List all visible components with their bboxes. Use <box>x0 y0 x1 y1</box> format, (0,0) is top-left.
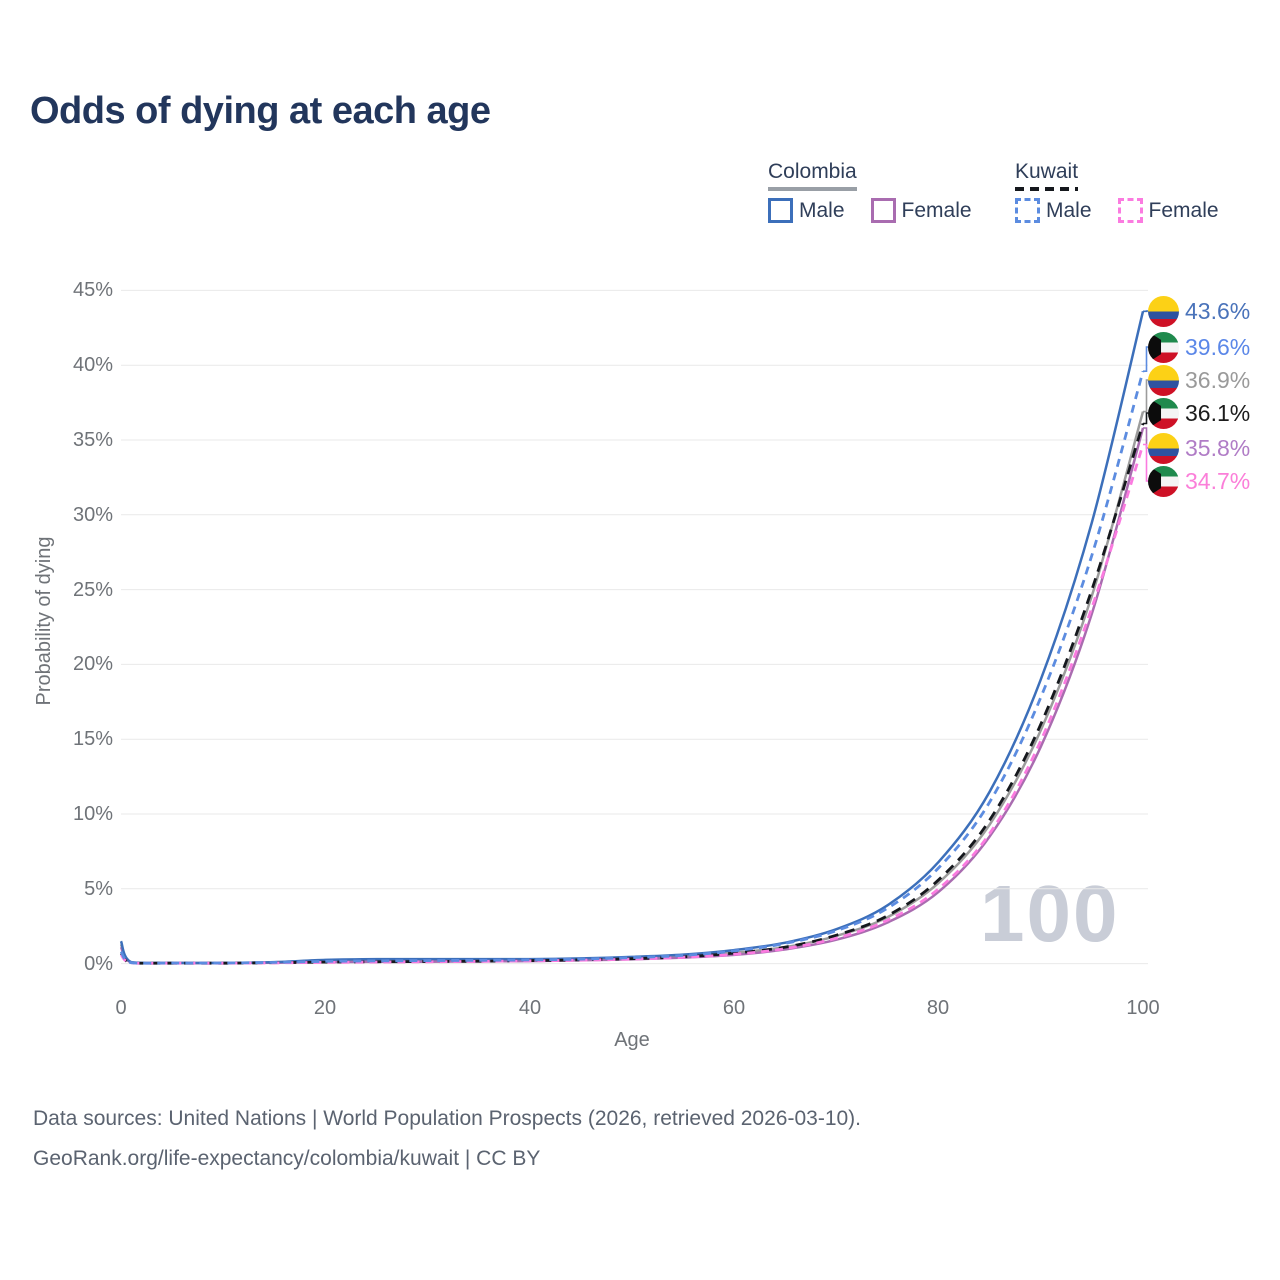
x-axis-tick: 20 <box>313 997 337 1019</box>
x-axis-tick: 40 <box>518 997 542 1019</box>
legend-item-kuwait-female[interactable]: Female <box>1117 198 1219 223</box>
colombia-flag-icon <box>1148 432 1179 464</box>
x-axis-tick: 0 <box>115 997 127 1019</box>
kuwait-flag-icon <box>1148 465 1179 497</box>
kuwait-flag-icon <box>1148 331 1179 363</box>
series-end-label-colombia-all: 36.9% <box>1148 363 1250 397</box>
y-axis-tick: 20% <box>72 653 113 675</box>
series-end-label-colombia-female: 35.8% <box>1148 431 1250 465</box>
end-value: 43.6% <box>1185 297 1251 324</box>
y-axis-title: Probability of dying <box>33 536 55 706</box>
y-axis-tick: 10% <box>72 803 113 825</box>
colombia-male-swatch-icon <box>768 198 793 223</box>
data-sources-note: Data sources: United Nations | World Pop… <box>33 1107 862 1130</box>
kuwait-flag-icon <box>1148 397 1179 429</box>
end-value: 36.1% <box>1185 399 1251 426</box>
legend-kuwait-items: Male Female <box>1015 198 1219 223</box>
y-axis-tick: 30% <box>72 504 113 526</box>
colombia-female-swatch-icon <box>870 198 896 223</box>
legend-item-colombia-female[interactable]: Female <box>870 198 972 223</box>
legend-group-kuwait-label: Kuwait <box>1015 160 1079 183</box>
y-axis-tick: 45% <box>72 279 113 301</box>
legend-item-colombia-male[interactable]: Male <box>768 198 845 223</box>
kuwait-male-swatch-icon <box>1015 198 1040 223</box>
attribution-note: GeoRank.org/life-expectancy/colombia/kuw… <box>33 1147 541 1170</box>
legend-item-kuwait-male[interactable]: Male <box>1015 198 1092 223</box>
y-axis-tick: 0% <box>84 953 113 975</box>
end-value: 35.8% <box>1185 434 1251 461</box>
legend-item-label: Female <box>901 198 972 222</box>
legend-item-label: Male <box>799 198 845 222</box>
legend-group-colombia-label: Colombia <box>768 160 857 183</box>
x-axis-tick: 60 <box>722 997 746 1019</box>
x-axis-tick: 100 <box>1126 997 1160 1019</box>
series-end-label-kuwait-male: 39.6% <box>1148 330 1250 364</box>
y-axis-tick: 25% <box>72 579 113 601</box>
y-axis-tick: 5% <box>84 878 113 900</box>
page-title: Odds of dying at each age <box>30 90 491 132</box>
x-axis-title: Age <box>614 1029 650 1051</box>
x-axis-tick: 80 <box>926 997 950 1019</box>
colombia-flag-icon <box>1148 295 1179 327</box>
end-value: 36.9% <box>1185 366 1251 393</box>
legend-group-colombia: Colombia Male Female <box>768 160 972 223</box>
watermark-age-100: 100 <box>980 869 1120 958</box>
legend-kuwait-line-sample <box>1015 187 1079 191</box>
end-value: 39.6% <box>1185 333 1251 360</box>
series-line-colombia-male <box>119 311 1145 965</box>
legend-colombia-line-sample <box>768 187 857 191</box>
y-axis-tick: 15% <box>72 728 113 750</box>
legend-group-kuwait: Kuwait Male Female <box>1015 160 1219 223</box>
kuwait-female-swatch-icon <box>1117 198 1143 223</box>
legend-group-kuwait-title: Kuwait <box>1015 160 1079 191</box>
colombia-flag-icon <box>1148 364 1179 396</box>
legend-group-colombia-title: Colombia <box>768 160 857 191</box>
legend-item-label: Male <box>1046 198 1092 222</box>
legend-colombia-items: Male Female <box>768 198 972 223</box>
series-end-label-colombia-male: 43.6% <box>1148 294 1250 328</box>
end-value: 34.7% <box>1185 467 1251 494</box>
y-axis-tick: 35% <box>72 429 113 451</box>
y-axis-tick: 40% <box>72 354 113 376</box>
series-end-label-kuwait-all: 36.1% <box>1148 396 1250 430</box>
series-end-label-kuwait-female: 34.7% <box>1148 464 1250 498</box>
legend-item-label: Female <box>1148 198 1219 222</box>
